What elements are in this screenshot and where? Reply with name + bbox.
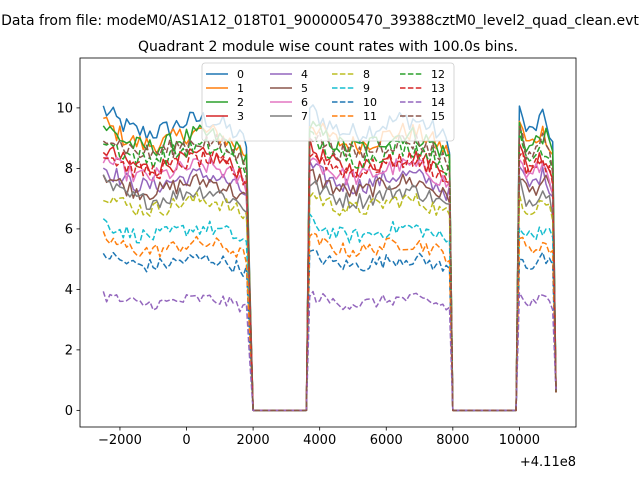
y-tick-label: 0 <box>65 404 73 419</box>
x-axis: −2000 0 2000 4000 6000 8000 10000 <box>98 427 540 448</box>
legend-label-12: 12 <box>431 68 445 81</box>
legend-label-13: 13 <box>431 82 445 95</box>
legend-label-8: 8 <box>363 68 370 81</box>
y-tick-label: 10 <box>56 101 73 116</box>
y-tick-label: 6 <box>65 222 73 237</box>
legend-label-7: 7 <box>301 110 308 123</box>
legend-box <box>201 62 455 142</box>
x-tick-label: 6000 <box>370 433 403 448</box>
x-tick-label: 10000 <box>499 433 540 448</box>
legend-label-3: 3 <box>237 110 244 123</box>
legend-label-6: 6 <box>301 96 308 109</box>
y-axis: 0 2 4 6 8 10 <box>56 101 80 419</box>
legend-label-11: 11 <box>363 110 377 123</box>
chart-title: Quadrant 2 module wise count rates with … <box>138 39 518 55</box>
series-layer <box>102 104 557 412</box>
y-tick-label: 2 <box>65 343 73 358</box>
legend-label-4: 4 <box>301 68 308 81</box>
series-line-11 <box>102 231 557 412</box>
x-tick-label: 0 <box>182 433 190 448</box>
legend-label-0: 0 <box>237 68 244 81</box>
x-offset-label: +4.11e8 <box>520 455 576 470</box>
legend-label-15: 15 <box>431 110 445 123</box>
x-tick-label: −2000 <box>98 433 142 448</box>
x-tick-label: 8000 <box>436 433 469 448</box>
legend-label-9: 9 <box>363 82 370 95</box>
y-tick-label: 4 <box>65 283 73 298</box>
y-tick-label: 8 <box>65 162 73 177</box>
series-line-8 <box>103 191 557 412</box>
legend-label-1: 1 <box>237 82 244 95</box>
figure-suptitle: Data from file: modeM0/AS1A12_018T01_900… <box>1 13 639 29</box>
legend-label-2: 2 <box>237 96 244 109</box>
x-tick-label: 4000 <box>303 433 336 448</box>
legend-label-10: 10 <box>363 96 377 109</box>
legend-label-14: 14 <box>431 96 445 109</box>
legend-label-5: 5 <box>301 82 308 95</box>
plot-frame <box>79 57 577 428</box>
x-tick-label: 2000 <box>237 433 270 448</box>
